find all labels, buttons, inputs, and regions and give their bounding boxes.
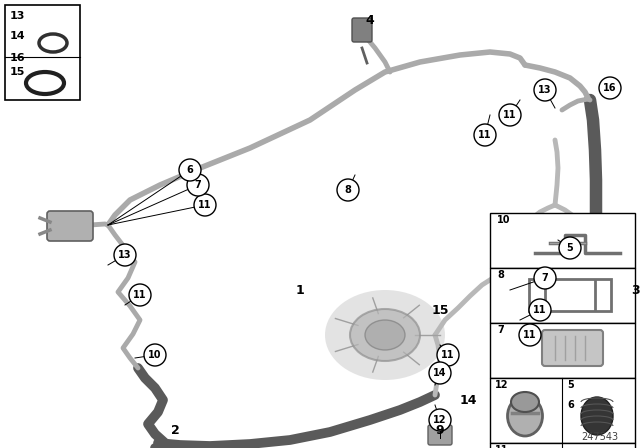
Circle shape bbox=[144, 344, 166, 366]
Text: 9: 9 bbox=[436, 423, 444, 436]
Text: 6: 6 bbox=[567, 400, 573, 410]
Circle shape bbox=[114, 244, 136, 266]
Text: 5: 5 bbox=[567, 380, 573, 390]
Bar bbox=[490, 323, 635, 378]
Text: 11: 11 bbox=[495, 445, 509, 448]
Text: 16: 16 bbox=[10, 53, 26, 63]
Text: 11: 11 bbox=[503, 110, 516, 120]
Text: 7: 7 bbox=[497, 325, 504, 335]
Ellipse shape bbox=[581, 397, 613, 435]
Text: 13: 13 bbox=[10, 11, 26, 21]
FancyBboxPatch shape bbox=[542, 330, 603, 366]
Text: 5: 5 bbox=[566, 243, 573, 253]
Ellipse shape bbox=[325, 290, 445, 380]
Text: 11: 11 bbox=[198, 200, 212, 210]
Bar bbox=[5, 5, 80, 100]
Text: 7: 7 bbox=[195, 180, 202, 190]
Text: 7: 7 bbox=[541, 273, 548, 283]
Text: 16: 16 bbox=[604, 83, 617, 93]
Text: 11: 11 bbox=[533, 305, 547, 315]
Text: 13: 13 bbox=[538, 85, 552, 95]
Ellipse shape bbox=[26, 72, 64, 94]
Bar bbox=[490, 378, 635, 443]
Circle shape bbox=[529, 299, 551, 321]
FancyBboxPatch shape bbox=[47, 211, 93, 241]
Text: 12: 12 bbox=[433, 415, 447, 425]
Text: 247543: 247543 bbox=[581, 432, 619, 442]
Bar bbox=[490, 268, 635, 323]
FancyBboxPatch shape bbox=[428, 425, 452, 445]
Text: 14: 14 bbox=[433, 368, 447, 378]
Ellipse shape bbox=[511, 392, 539, 412]
Text: 15: 15 bbox=[431, 303, 449, 316]
Text: 8: 8 bbox=[344, 185, 351, 195]
Circle shape bbox=[179, 159, 201, 181]
Text: 12: 12 bbox=[495, 380, 509, 390]
Text: 14: 14 bbox=[460, 393, 477, 406]
Text: 1: 1 bbox=[296, 284, 305, 297]
Circle shape bbox=[519, 324, 541, 346]
Circle shape bbox=[429, 409, 451, 431]
Circle shape bbox=[187, 174, 209, 196]
Text: 10: 10 bbox=[148, 350, 162, 360]
Text: 4: 4 bbox=[365, 13, 374, 26]
Circle shape bbox=[599, 77, 621, 99]
FancyBboxPatch shape bbox=[529, 279, 611, 311]
Text: 6: 6 bbox=[187, 165, 193, 175]
Circle shape bbox=[534, 79, 556, 101]
Text: 14: 14 bbox=[10, 31, 26, 41]
Circle shape bbox=[474, 124, 496, 146]
FancyBboxPatch shape bbox=[352, 18, 372, 42]
Text: 15: 15 bbox=[10, 67, 26, 77]
Circle shape bbox=[129, 284, 151, 306]
Circle shape bbox=[429, 362, 451, 384]
Circle shape bbox=[194, 194, 216, 216]
Text: 2: 2 bbox=[171, 423, 179, 436]
Bar bbox=[490, 443, 635, 448]
Text: 11: 11 bbox=[441, 350, 455, 360]
Text: 11: 11 bbox=[133, 290, 147, 300]
Ellipse shape bbox=[365, 320, 405, 350]
Text: 8: 8 bbox=[497, 270, 504, 280]
Ellipse shape bbox=[39, 34, 67, 52]
Ellipse shape bbox=[350, 309, 420, 361]
Text: 10: 10 bbox=[497, 215, 511, 225]
Circle shape bbox=[437, 344, 459, 366]
Text: 11: 11 bbox=[524, 330, 537, 340]
Ellipse shape bbox=[508, 396, 543, 436]
Circle shape bbox=[499, 104, 521, 126]
Circle shape bbox=[534, 267, 556, 289]
Text: 13: 13 bbox=[118, 250, 132, 260]
Text: 3: 3 bbox=[630, 284, 639, 297]
Circle shape bbox=[559, 237, 581, 259]
Bar bbox=[490, 213, 635, 268]
Circle shape bbox=[337, 179, 359, 201]
Text: 11: 11 bbox=[478, 130, 492, 140]
